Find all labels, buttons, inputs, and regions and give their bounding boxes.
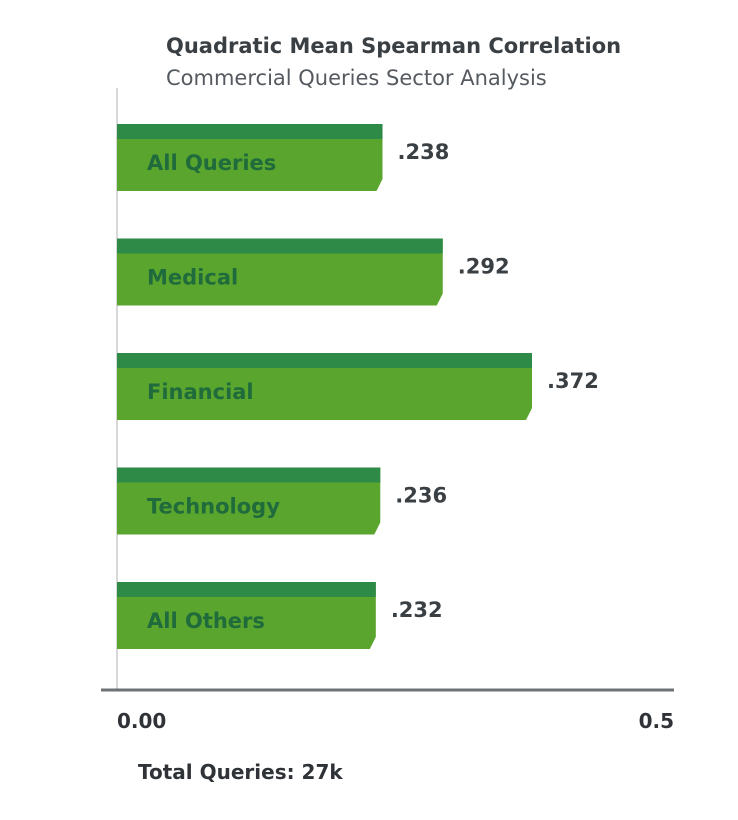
chart-subtitle: Commercial Queries Sector Analysis: [166, 66, 547, 90]
bar-label-medical: Medical: [147, 266, 238, 290]
bar-top-technology: [117, 467, 381, 483]
bar-all-queries: [117, 124, 383, 191]
x-tick-label-min: 0.00: [117, 709, 166, 733]
bar-top-all-queries: [117, 124, 383, 139]
bar-top-all-others: [117, 582, 376, 597]
bar-top-financial: [117, 353, 532, 368]
bar-label-all-others: All Others: [147, 609, 265, 633]
bar-medical: [117, 238, 443, 306]
chart-title: Quadratic Mean Spearman Correlation: [166, 34, 621, 58]
value-label-all-others: .232: [391, 598, 443, 622]
x-tick-label-max: 0.5: [639, 709, 674, 733]
bars-group: All Queries .238 Medical .292 Financial .372 T…: [117, 124, 599, 649]
bar-label-all-queries: All Queries: [147, 151, 276, 175]
total-queries-footer: Total Queries: 27k: [138, 760, 343, 784]
value-label-technology: .236: [395, 484, 447, 508]
value-label-all-queries: .238: [398, 140, 450, 164]
bar-all-others: [117, 582, 376, 649]
bar-financial: [117, 353, 532, 420]
bar-technology: [117, 467, 381, 535]
bar-top-medical: [117, 238, 443, 254]
bar-label-financial: Financial: [147, 380, 254, 404]
value-label-medical: .292: [458, 255, 510, 279]
value-label-financial: .372: [547, 369, 599, 393]
bar-label-technology: Technology: [147, 495, 280, 519]
